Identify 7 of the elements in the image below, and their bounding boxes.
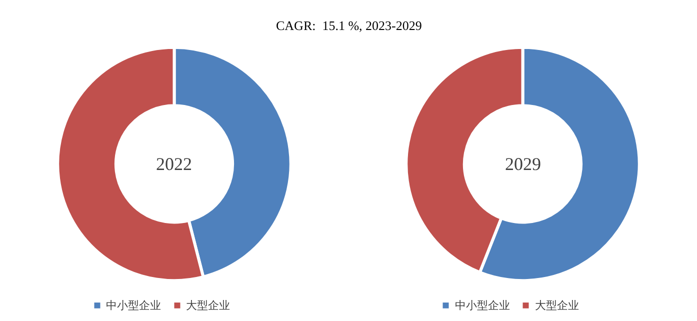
legend-label: 中小型企业 xyxy=(106,299,161,312)
legend-label: 中小型企业 xyxy=(455,299,510,312)
text: CAGR: 15.1 %, 2023-2029 xyxy=(276,18,422,33)
text: 2029 xyxy=(505,154,541,174)
legend-label: 大型企业 xyxy=(186,299,230,312)
legend-label: 大型企业 xyxy=(535,299,579,312)
text: 2022 xyxy=(156,154,192,174)
